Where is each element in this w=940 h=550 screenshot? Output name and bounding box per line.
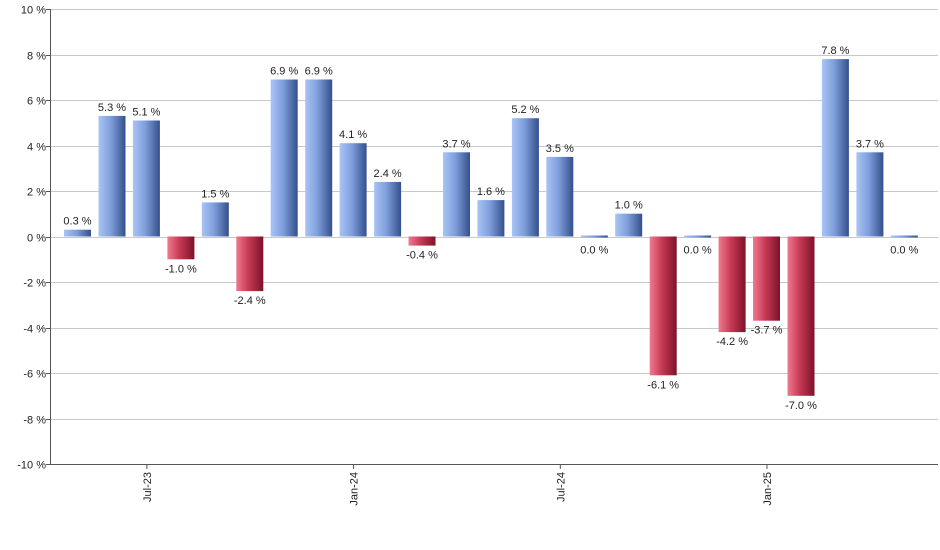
ytick-label: -4 %	[23, 324, 46, 336]
bar-sep-24	[580, 235, 608, 238]
ytick-label: -6 %	[23, 369, 46, 381]
data-label: -7.0 %	[785, 400, 817, 412]
bar-feb-24	[339, 143, 367, 237]
data-label: 0.0 %	[580, 245, 608, 257]
xtick-label: Jan-25	[762, 472, 774, 506]
bars	[64, 59, 918, 396]
data-label: 3.5 %	[546, 143, 574, 155]
bar-sep-23	[167, 236, 195, 260]
data-label: -4.2 %	[716, 336, 748, 348]
xtick-label: Jul-24	[555, 472, 567, 502]
xtick-label: Jan-24	[349, 472, 361, 506]
axes	[50, 9, 938, 465]
data-label: -6.1 %	[647, 379, 679, 391]
bar-oct-23	[201, 202, 229, 237]
ytick-label: -2 %	[23, 278, 46, 290]
ytick-label: -10 %	[17, 460, 46, 472]
bar-jan-25	[718, 236, 746, 333]
data-label: 5.3 %	[98, 102, 126, 114]
data-label: 3.7 %	[856, 138, 884, 150]
bar-may-25	[856, 152, 884, 237]
data-label: -2.4 %	[234, 295, 266, 307]
bar-dec-23	[270, 79, 298, 237]
data-labels: 0.3 % 5.3 % 5.1 % -1.0 % 1.5 % -2.4 % 6.9 % 6.9…	[63, 45, 918, 412]
bar-may-24	[443, 152, 470, 237]
ytick-label: 0 %	[27, 233, 46, 245]
x-axis-ticks: Jul-23 Jan-24 Jul-24 Jan-25	[142, 464, 774, 506]
bar-apr-24	[408, 236, 436, 246]
bar-aug-23	[132, 120, 160, 237]
data-label: 0.0 %	[684, 245, 712, 257]
data-label: 5.1 %	[132, 107, 160, 119]
data-label: 1.5 %	[201, 188, 229, 200]
ytick-label: 6 %	[27, 96, 46, 108]
bar-feb-25	[753, 236, 780, 321]
bar-oct-24	[615, 213, 643, 237]
ytick-label: 10 %	[21, 5, 46, 17]
data-label: 0.0 %	[890, 245, 918, 257]
y-axis-ticks: -10 % -8 % -6 % -4 % -2 % 0 % 2 % 4 % 6 % 8 % 10 %	[17, 5, 50, 472]
bar-apr-25	[821, 59, 849, 237]
bar-aug-24	[546, 156, 574, 237]
bar-jun-25	[890, 235, 918, 238]
data-label: 2.4 %	[374, 168, 402, 180]
bar-nov-23	[236, 236, 264, 292]
ytick-label: 8 %	[27, 51, 46, 63]
bar-jul-23	[98, 115, 126, 237]
bar-jun-24	[477, 200, 505, 237]
data-label: 1.6 %	[477, 186, 505, 198]
data-label: -1.0 %	[165, 263, 197, 275]
ytick-label: 2 %	[27, 187, 46, 199]
data-label: 1.0 %	[615, 200, 643, 212]
bar-jan-24	[305, 79, 333, 237]
bar-nov-24	[649, 236, 677, 376]
gridlines	[50, 9, 938, 465]
data-label: 5.2 %	[511, 104, 539, 116]
data-label: -3.7 %	[751, 325, 783, 337]
data-label: 3.7 %	[442, 138, 470, 150]
bar-jul-24	[511, 118, 539, 237]
bar-dec-24	[684, 235, 712, 238]
data-label: 4.1 %	[339, 129, 367, 141]
data-label: 0.3 %	[63, 216, 91, 228]
bar-jun-23	[64, 229, 91, 237]
data-label: 7.8 %	[821, 45, 849, 57]
ytick-label: 4 %	[27, 142, 46, 154]
bar-mar-25	[787, 236, 815, 396]
ytick-label: -8 %	[23, 415, 46, 427]
data-label: -0.4 %	[406, 250, 438, 262]
data-label: 6.9 %	[270, 66, 298, 78]
xtick-label: Jul-23	[142, 472, 154, 502]
data-label: 6.9 %	[305, 66, 333, 78]
bar-mar-24	[374, 181, 402, 237]
